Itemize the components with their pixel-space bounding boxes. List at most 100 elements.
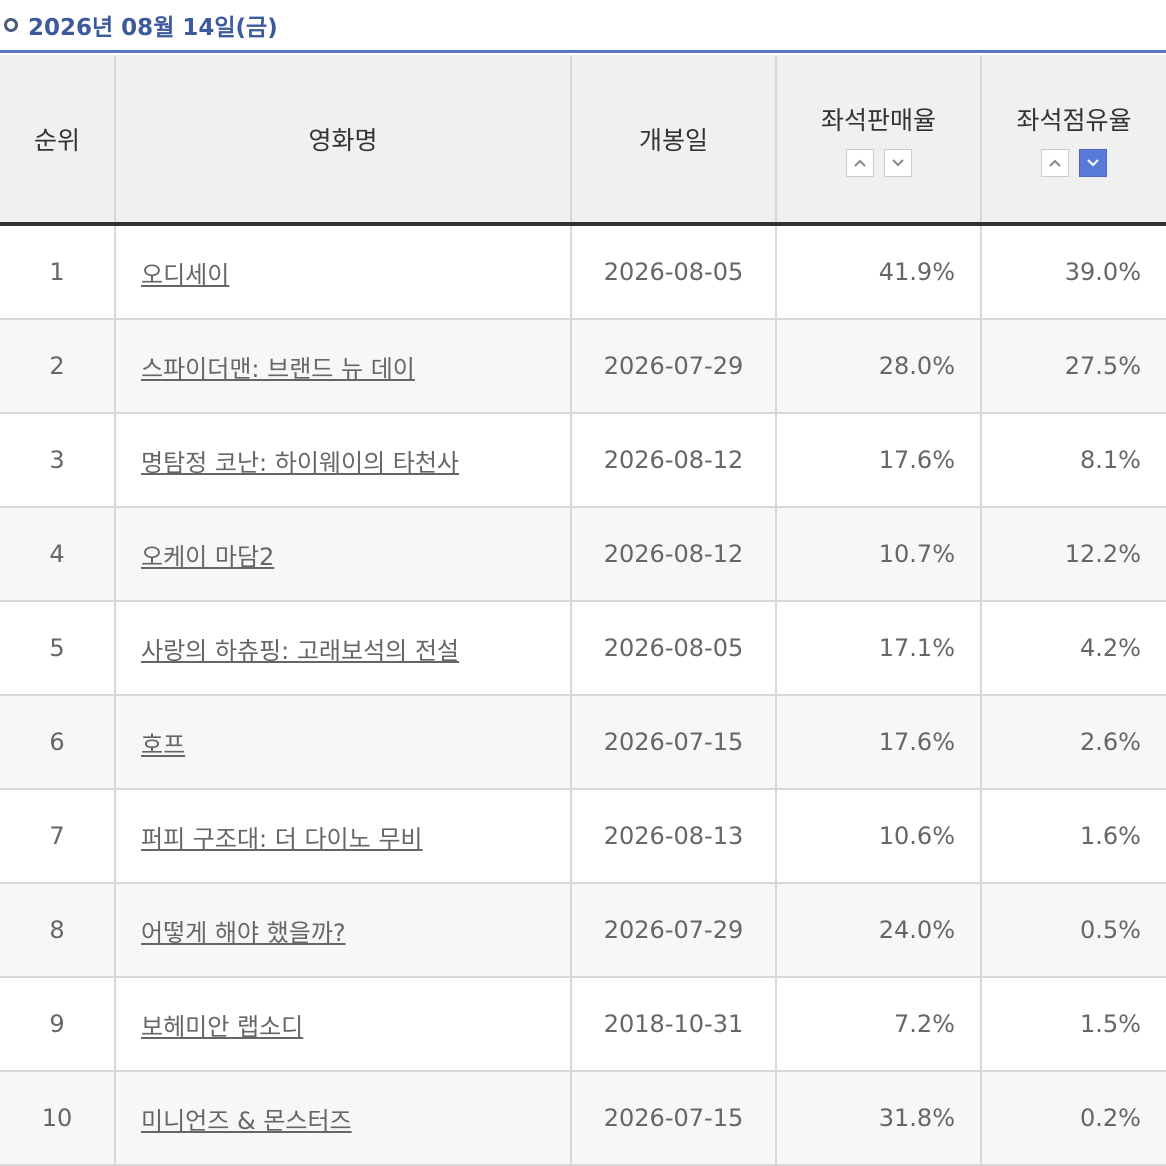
seat-share-rate: 12.2% [1064,540,1141,568]
table-cell: 41.9% [775,224,981,320]
movie-title[interactable]: 퍼피 구조대: 더 다이노 무비 [141,824,423,853]
header: 2026년 08월 14일(금) [0,0,1166,53]
column-label: 개봉일 [638,125,708,155]
sort-asc-button[interactable] [1041,148,1069,177]
release-date: 2026-08-05 [603,634,744,662]
table-cell: 10.7% [775,507,981,602]
table-cell: 1.5% [980,977,1166,1072]
seat-sales-rate: 10.6% [878,822,955,850]
seat-share-rate: 0.5% [1080,916,1141,944]
rank: 3 [49,446,65,474]
seat-sales-rate: 24.0% [878,916,955,944]
column-header: 개봉일 [570,55,776,226]
movie-title[interactable]: 보헤미안 랩소디 [141,1012,304,1041]
table-cell: 명탐정 코난: 하이웨이의 타천사 [114,413,571,508]
table-row: 1 오디세이 2026-08-05 41.9% 39.0% [0,224,1166,320]
movie-title[interactable]: 사랑의 하츄핑: 고래보석의 전설 [141,636,460,665]
sort-asc-button[interactable] [845,148,874,177]
seat-sales-rate: 17.1% [878,634,955,662]
seat-sales-rate: 28.0% [878,352,955,380]
movie-title[interactable]: 스파이더맨: 브랜드 뉴 데이 [141,354,415,383]
release-date: 2026-07-15 [603,1104,744,1132]
release-date: 2018-10-31 [603,1010,744,1038]
rank: 8 [49,916,65,944]
bullet-icon [4,18,18,32]
table-cell: 2 [0,319,115,414]
date-title: 2026년 08월 14일(금) [28,15,278,41]
column-label: 좌석점유율 [1016,105,1132,135]
column-header: 좌석판매율 [775,55,981,226]
table-cell: 1.6% [980,789,1166,884]
movie-title[interactable]: 호프 [141,730,186,759]
table-row: 3 명탐정 코난: 하이웨이의 타천사 2026-08-12 17.6% 8.1% [0,413,1166,508]
movie-title[interactable]: 오케이 마담2 [141,542,275,571]
column-label: 좌석판매율 [820,105,936,135]
table-cell: 2018-10-31 [570,977,776,1072]
table-cell: 2026-08-05 [570,224,776,320]
column-label: 순위 [33,125,80,155]
rank: 2 [49,352,65,380]
table-cell: 10.6% [775,789,981,884]
table-cell: 5 [0,601,115,696]
seat-sales-rate: 41.9% [878,258,955,286]
rank: 7 [49,822,65,850]
rank: 9 [49,1010,65,1038]
table-cell: 2026-07-29 [570,883,776,978]
release-date: 2026-07-29 [603,352,744,380]
table-cell: 어떻게 해야 했을까? [114,883,571,978]
table-cell: 7 [0,789,115,884]
rank: 5 [49,634,65,662]
seat-share-rate: 1.5% [1080,1010,1141,1038]
table-cell: 27.5% [980,319,1166,414]
column-header: 영화명 [114,55,571,226]
table-cell: 2026-08-12 [570,413,776,508]
table-cell: 스파이더맨: 브랜드 뉴 데이 [114,319,571,414]
seat-sales-rate: 17.6% [878,446,955,474]
table-cell: 2026-07-15 [570,1071,776,1166]
movie-title[interactable]: 어떻게 해야 했을까? [141,918,346,947]
movie-title[interactable]: 명탐정 코난: 하이웨이의 타천사 [141,448,460,477]
seat-share-rate: 0.2% [1080,1104,1141,1132]
sort-desc-button[interactable] [1079,148,1107,177]
table-cell: 사랑의 하츄핑: 고래보석의 전설 [114,601,571,696]
table-row: 4 오케이 마담2 2026-08-12 10.7% 12.2% [0,507,1166,602]
rank: 10 [41,1104,73,1132]
table-cell: 8 [0,883,115,978]
sort-desc-button[interactable] [883,148,912,177]
seat-share-rate: 8.1% [1080,446,1141,474]
seat-sales-rate: 7.2% [894,1010,955,1038]
seat-share-rate: 1.6% [1080,822,1141,850]
table-body: 1 오디세이 2026-08-05 41.9% 39.0% 2 스파이더맨: 브랜드 뉴 데… [0,224,1166,1166]
table-cell: 7.2% [775,977,981,1072]
table-cell: 3 [0,413,115,508]
table-cell: 2026-07-15 [570,695,776,790]
table-cell: 6 [0,695,115,790]
table-cell: 2026-08-12 [570,507,776,602]
movie-title[interactable]: 미니언즈 & 몬스터즈 [141,1106,352,1135]
table-cell: 2.6% [980,695,1166,790]
table-row: 2 스파이더맨: 브랜드 뉴 데이 2026-07-29 28.0% 27.5% [0,319,1166,414]
table-cell: 4 [0,507,115,602]
rank: 1 [49,258,65,286]
table-cell: 오케이 마담2 [114,507,571,602]
table-cell: 호프 [114,695,571,790]
seat-sales-rate: 31.8% [878,1104,955,1132]
release-date: 2026-08-12 [603,540,744,568]
table-cell: 10 [0,1071,115,1166]
table-cell: 4.2% [980,601,1166,696]
release-date: 2026-07-29 [603,916,744,944]
table-cell: 31.8% [775,1071,981,1166]
table-cell: 17.6% [775,413,981,508]
seat-sales-rate: 10.7% [878,540,955,568]
release-date: 2026-08-13 [603,822,744,850]
table-cell: 17.6% [775,695,981,790]
column-header: 순위 [0,55,115,226]
table-cell: 2026-07-29 [570,319,776,414]
table-cell: 12.2% [980,507,1166,602]
box-office-table: 순위 영화명 개봉일 좌석판매율 좌석점유율 1 오디세이 2026-08-05 41… [0,55,1166,1166]
table-row: 10 미니언즈 & 몬스터즈 2026-07-15 31.8% 0.2% [0,1071,1166,1166]
column-header: 좌석점유율 [980,55,1166,226]
table-row: 7 퍼피 구조대: 더 다이노 무비 2026-08-13 10.6% 1.6% [0,789,1166,884]
table-cell: 미니언즈 & 몬스터즈 [114,1071,571,1166]
movie-title[interactable]: 오디세이 [141,260,230,289]
